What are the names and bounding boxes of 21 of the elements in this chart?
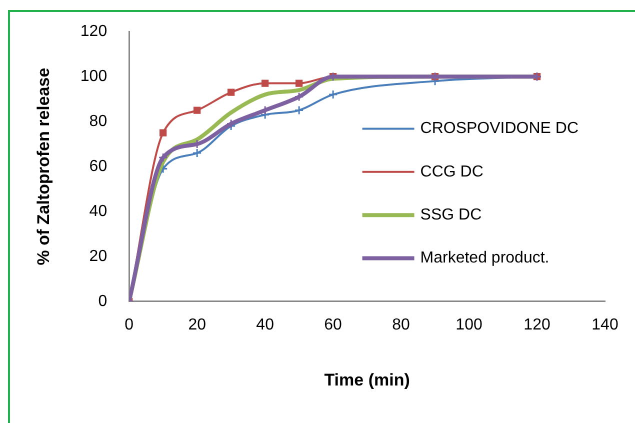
y-tick-label: 20 — [89, 248, 108, 265]
x-tick-label: 0 — [124, 316, 134, 334]
legend-label: CROSPOVIDONE DC — [420, 120, 579, 138]
y-tick-label: 80 — [89, 112, 108, 130]
legend-label: SSG DC — [420, 206, 482, 224]
legend-label: Marketed product. — [420, 250, 550, 267]
x-tick-label: 40 — [256, 316, 274, 334]
y-tick-label: 100 — [80, 68, 108, 85]
x-tick-label: 60 — [324, 316, 342, 334]
y-axis-title: % of Zaltoprofen release — [34, 68, 53, 266]
x-tick-label: 120 — [524, 316, 550, 334]
x-tick-label: 140 — [592, 316, 618, 334]
x-tick-label: 20 — [188, 316, 206, 334]
y-tick-label: 40 — [89, 202, 108, 220]
x-tick-label: 100 — [456, 316, 482, 334]
legend-label: CCG DC — [420, 163, 484, 180]
y-tick-label: 0 — [98, 292, 108, 310]
y-tick-label: 60 — [89, 158, 108, 175]
y-tick-label: 120 — [80, 23, 108, 40]
x-tick-label: 80 — [392, 316, 410, 334]
x-axis-title: Time (min) — [324, 370, 410, 390]
